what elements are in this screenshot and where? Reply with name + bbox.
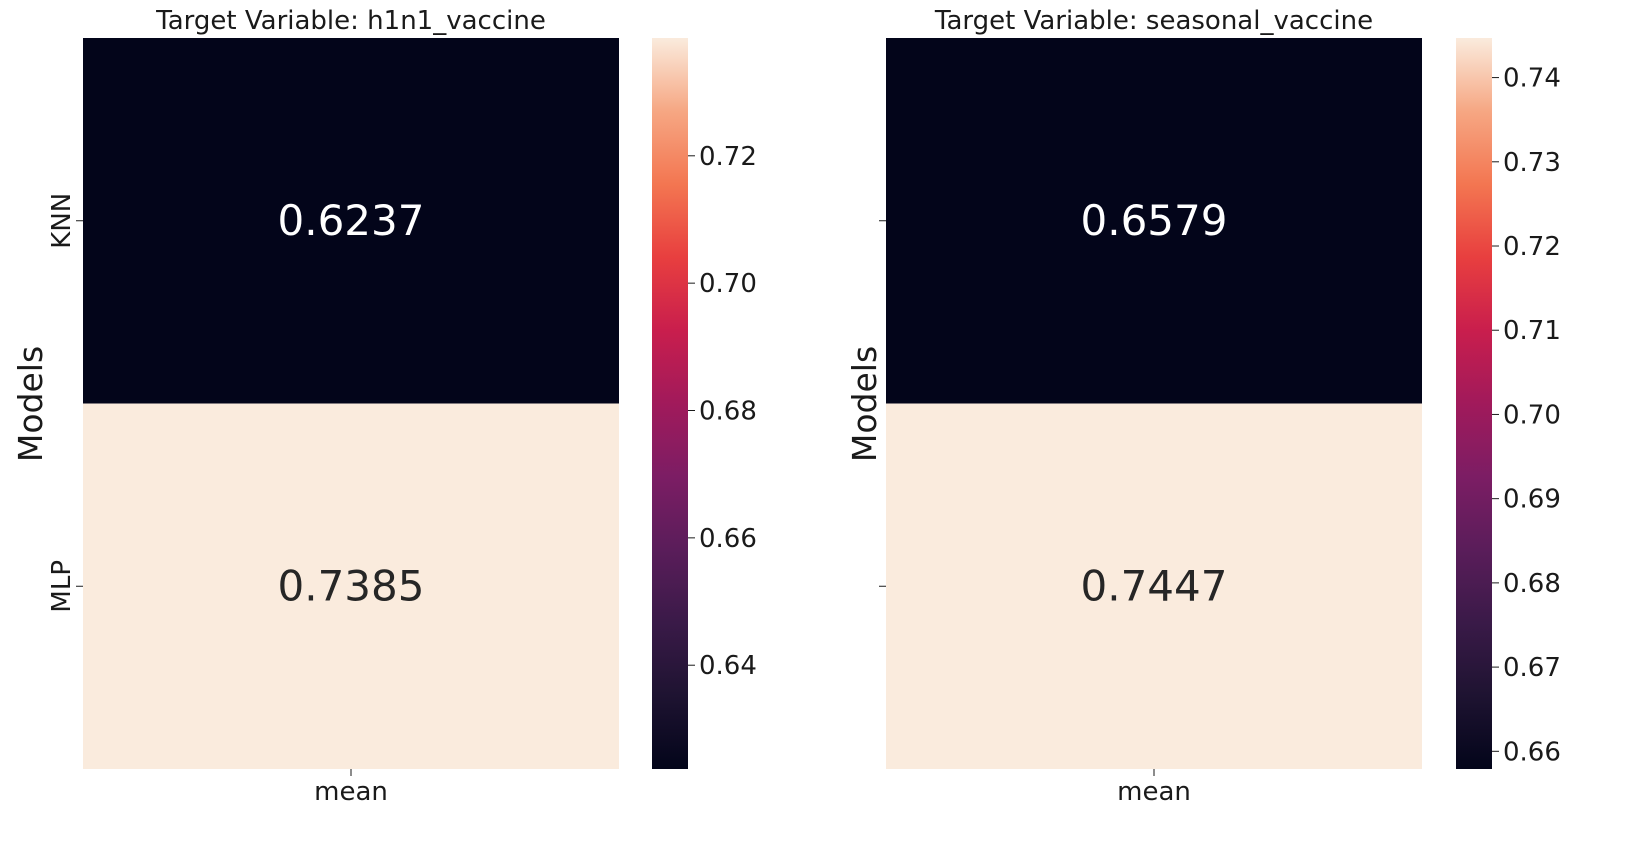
y-axis-label: Models bbox=[11, 346, 50, 462]
heatmap-cell-knn bbox=[886, 38, 1422, 404]
cell-value-label: 0.6237 bbox=[278, 196, 425, 245]
colorbar-tick-label: 0.66 bbox=[699, 524, 757, 554]
y-tick-label: KNN bbox=[47, 193, 77, 249]
chart-title: Target Variable: seasonal_vaccine bbox=[934, 6, 1373, 36]
y-tick-label: MLP bbox=[47, 560, 77, 613]
colorbar-tick-label: 0.70 bbox=[1503, 400, 1561, 430]
x-tick-label: mean bbox=[314, 777, 388, 807]
cell-value-label: 0.7385 bbox=[278, 561, 425, 610]
colorbar-tick-label: 0.66 bbox=[1503, 737, 1561, 767]
y-axis-label: Models bbox=[845, 346, 884, 462]
cell-value-label: 0.7447 bbox=[1081, 561, 1228, 610]
colorbar bbox=[652, 38, 688, 769]
colorbar bbox=[1456, 38, 1492, 769]
colorbar-tick-label: 0.68 bbox=[1503, 569, 1561, 599]
heatmap-panel-2: Target Variable: seasonal_vaccine Models 0… bbox=[845, 6, 1561, 807]
cell-value-label: 0.6579 bbox=[1081, 196, 1228, 245]
colorbar-tick-label: 0.72 bbox=[1503, 232, 1561, 262]
heatmap-cell-mlp bbox=[886, 403, 1422, 769]
colorbar-tick-label: 0.74 bbox=[1503, 64, 1561, 94]
colorbar-tick-label: 0.71 bbox=[1503, 316, 1561, 346]
heatmap-cell-knn bbox=[83, 38, 619, 404]
colorbar-tick-label: 0.69 bbox=[1503, 485, 1561, 515]
colorbar-tick-label: 0.73 bbox=[1503, 148, 1561, 178]
colorbar-tick-label: 0.68 bbox=[699, 397, 757, 427]
heatmap-cell-mlp bbox=[83, 403, 619, 769]
heatmap-panel-1: Target Variable: h1n1_vaccine Models 0.623… bbox=[11, 6, 757, 807]
colorbar-tick-label: 0.67 bbox=[1503, 653, 1561, 683]
colorbar-tick-label: 0.70 bbox=[699, 269, 757, 299]
x-tick-label: mean bbox=[1117, 777, 1191, 807]
colorbar-tick-label: 0.64 bbox=[699, 651, 757, 681]
chart-title: Target Variable: h1n1_vaccine bbox=[155, 6, 546, 36]
colorbar-tick-label: 0.72 bbox=[699, 142, 757, 172]
